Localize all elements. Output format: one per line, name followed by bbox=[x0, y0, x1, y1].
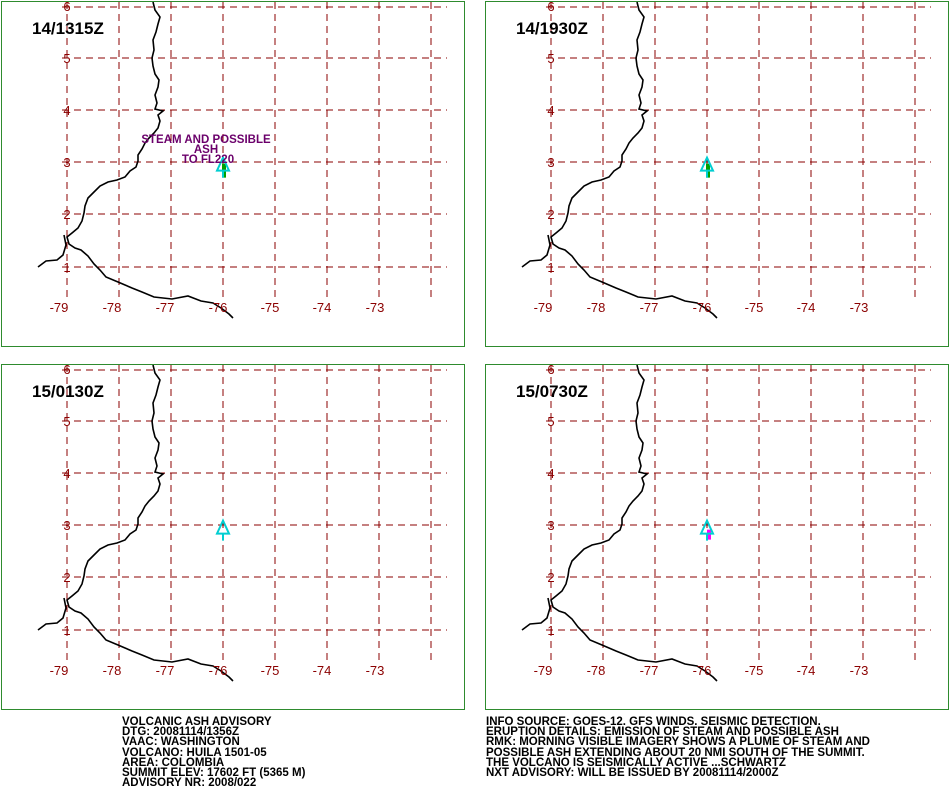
latitude-label: 1 bbox=[63, 260, 70, 275]
latitude-label: 2 bbox=[547, 207, 554, 222]
plume-label: STEAM AND POSSIBLE bbox=[141, 134, 271, 146]
longitude-label: -78 bbox=[587, 663, 606, 678]
longitude-label: -79 bbox=[534, 663, 553, 678]
coastline bbox=[66, 365, 234, 682]
map-canvas: -79 -78 -77 -76 -75 -74 -73 6 5 4 3 2 1 bbox=[521, 365, 931, 682]
longitude-label: -77 bbox=[156, 663, 175, 678]
advisory-line: INFO SOURCE: GOES-12. GFS WINDS. SEISMIC… bbox=[486, 716, 821, 728]
map-panel-2: -79 -78 -77 -76 -75 -74 -73 6 5 4 3 2 1 14/1930Z bbox=[485, 1, 949, 347]
panel-timestamp: 15/0730Z bbox=[516, 382, 588, 401]
advisory-line: THE VOLCANO IS SEISMICALLY ACTIVE ...SCH… bbox=[486, 756, 786, 769]
map-canvas: -79 -78 -77 -76 -75 -74 -73 6 5 4 3 2 1 bbox=[37, 365, 447, 682]
longitude-label: -74 bbox=[313, 300, 332, 315]
map-panel-1: -79 -78 -77 -76 -75 -74 -73 6 5 4 3 2 1 STEAM AND POS… bbox=[1, 1, 465, 347]
latitude-label: 5 bbox=[63, 51, 70, 66]
advisory-header-block: VOLCANIC ASH ADVISORY DTG: 20081114/1356… bbox=[122, 716, 306, 790]
advisory-line: SUMMIT ELEV: 17602 FT (5365 M) bbox=[122, 767, 306, 780]
latitude-label: 2 bbox=[63, 207, 70, 222]
map-canvas: -79 -78 -77 -76 -75 -74 -73 6 5 4 3 2 1 STEAM AND POS… bbox=[37, 2, 447, 319]
longitude-label: -73 bbox=[850, 663, 869, 678]
longitude-label: -75 bbox=[261, 300, 280, 315]
longitude-label: -73 bbox=[366, 663, 385, 678]
latitude-label: 4 bbox=[547, 103, 554, 118]
map-canvas: -79 -78 -77 -76 -75 -74 -73 6 5 4 3 2 1 bbox=[521, 2, 931, 319]
latitude-label: 3 bbox=[547, 155, 554, 170]
longitude-label: -76 bbox=[693, 663, 712, 678]
longitude-label: -77 bbox=[640, 663, 659, 678]
longitude-label: -74 bbox=[797, 300, 816, 315]
longitude-label: -78 bbox=[587, 300, 606, 315]
panel-timestamp: 15/0130Z bbox=[32, 382, 104, 401]
longitude-label: -73 bbox=[366, 300, 385, 315]
latitude-label: 6 bbox=[63, 2, 70, 14]
map-panel-4: -79 -78 -77 -76 -75 -74 -73 6 5 4 3 2 1 15/0730Z bbox=[485, 364, 949, 710]
longitude-label: -78 bbox=[103, 663, 122, 678]
ash-plume bbox=[707, 529, 711, 540]
latitude-label: 1 bbox=[547, 623, 554, 638]
country-border bbox=[521, 234, 551, 268]
advisory-line: VAAC: WASHINGTON bbox=[122, 736, 240, 749]
longitude-label: -77 bbox=[156, 300, 175, 315]
advisory-line: ADVISORY NR: 2008/022 bbox=[122, 777, 257, 790]
advisory-details-block: INFO SOURCE: GOES-12. GFS WINDS. SEISMIC… bbox=[486, 716, 870, 780]
latitude-label: 5 bbox=[547, 414, 554, 429]
advisory-line: DTG: 20081114/1356Z bbox=[122, 726, 239, 739]
advisory-line: VOLCANIC ASH ADVISORY bbox=[122, 716, 272, 728]
coastline bbox=[550, 2, 718, 319]
longitude-label: -75 bbox=[745, 663, 764, 678]
plume-label: TO FL220 bbox=[182, 154, 234, 166]
longitude-label: -78 bbox=[103, 300, 122, 315]
coastline bbox=[66, 2, 234, 319]
latitude-label: 6 bbox=[63, 365, 70, 377]
latitude-label: 3 bbox=[63, 155, 70, 170]
longitude-label: -74 bbox=[313, 663, 332, 678]
panel-timestamp: 14/1930Z bbox=[516, 19, 588, 38]
advisory-line: VOLCANO: HUILA 1501-05 bbox=[122, 746, 267, 759]
longitude-label: -79 bbox=[534, 300, 553, 315]
country-border bbox=[37, 234, 67, 268]
latitude-label: 1 bbox=[63, 623, 70, 638]
longitude-label: -76 bbox=[209, 663, 228, 678]
latitude-label: 5 bbox=[63, 414, 70, 429]
latitude-label: 5 bbox=[547, 51, 554, 66]
longitude-label: -75 bbox=[261, 663, 280, 678]
latitude-label: 1 bbox=[547, 260, 554, 275]
advisory-line: POSSIBLE ASH EXTENDING ABOUT 20 NMI SOUT… bbox=[486, 746, 865, 759]
panel-timestamp: 14/1315Z bbox=[32, 19, 104, 38]
country-border bbox=[521, 597, 551, 631]
longitude-label: -75 bbox=[745, 300, 764, 315]
longitude-label: -76 bbox=[209, 300, 228, 315]
latitude-label: 6 bbox=[547, 365, 554, 377]
latitude-label: 3 bbox=[547, 518, 554, 533]
longitude-label: -77 bbox=[640, 300, 659, 315]
longitude-label: -79 bbox=[50, 663, 69, 678]
advisory-line: AREA: COLOMBIA bbox=[122, 756, 225, 769]
latitude-label: 4 bbox=[547, 466, 554, 481]
country-border bbox=[37, 597, 67, 631]
longitude-label: -76 bbox=[693, 300, 712, 315]
longitude-label: -79 bbox=[50, 300, 69, 315]
latitude-label: 6 bbox=[547, 2, 554, 14]
map-panel-3: -79 -78 -77 -76 -75 -74 -73 6 5 4 3 2 1 15/0130Z bbox=[1, 364, 465, 710]
latitude-label: 3 bbox=[63, 518, 70, 533]
advisory-line: RMK: MORNING VISIBLE IMAGERY SHOWS A PLU… bbox=[486, 736, 870, 749]
longitude-label: -74 bbox=[797, 663, 816, 678]
latitude-label: 4 bbox=[63, 103, 70, 118]
advisory-line: ERUPTION DETAILS: EMISSION OF STEAM AND … bbox=[486, 726, 839, 739]
latitude-label: 4 bbox=[63, 466, 70, 481]
longitude-label: -73 bbox=[850, 300, 869, 315]
latitude-label: 2 bbox=[63, 570, 70, 585]
latitude-label: 2 bbox=[547, 570, 554, 585]
plume-label: ASH bbox=[194, 144, 218, 156]
advisory-line: NXT ADVISORY: WILL BE ISSUED BY 20081114… bbox=[486, 767, 779, 780]
coastline bbox=[550, 365, 718, 682]
